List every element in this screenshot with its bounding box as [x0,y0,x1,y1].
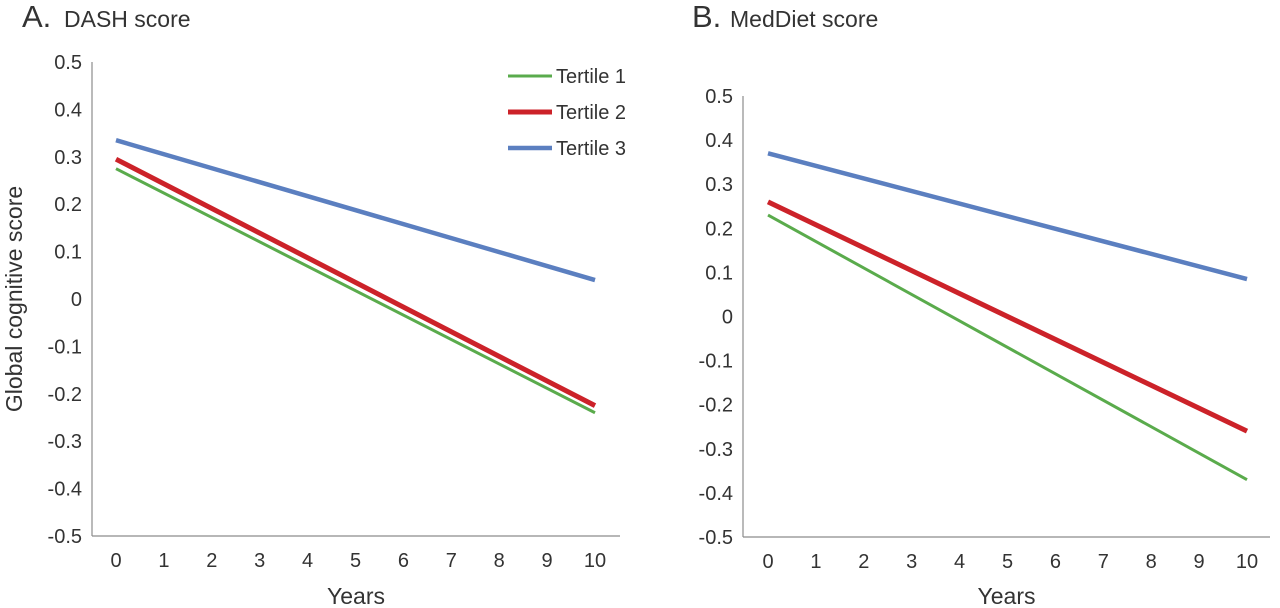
series-line-tertile-2 [766,199,1249,434]
y-tick-label: 0.1 [705,262,733,284]
y-tick-label: 0.5 [54,52,82,74]
x-tick-label: 6 [398,550,409,572]
x-tick-label: 3 [906,551,917,573]
x-tick-label: 4 [954,551,965,573]
y-tick-label: -0.4 [48,479,82,501]
x-axis-title: Years [327,583,385,608]
series-line-tertile-2 [114,156,597,408]
y-tick-label: 0 [71,289,82,311]
x-axis-title: Years [978,583,1036,608]
x-tick-label: 1 [158,550,169,572]
y-tick-label: -0.3 [699,439,733,461]
y-tick-label: -0.1 [699,351,733,373]
x-tick-label: 8 [1146,551,1157,573]
x-tick-label: 5 [1002,551,1013,573]
x-tick-label: 8 [494,550,505,572]
x-tick-label: 9 [1194,551,1205,573]
legend-label: Tertile 3 [556,138,626,160]
x-tick-label: 1 [810,551,821,573]
series-line-tertile-3 [115,138,596,283]
y-tick-label: 0.4 [705,130,733,152]
x-tick-label: 9 [542,550,553,572]
x-tick-label: 10 [1236,551,1258,573]
y-tick-label: 0.2 [54,194,82,216]
y-tick-label: -0.2 [48,384,82,406]
x-tick-label: 6 [1050,551,1061,573]
y-tick-label: -0.3 [48,431,82,453]
y-tick-label: -0.5 [699,527,733,549]
legend-label: Tertile 1 [556,66,626,88]
y-tick-label: 0.3 [705,174,733,196]
panel-letter: A. [22,0,51,34]
x-tick-label: 2 [206,550,217,572]
x-tick-label: 0 [110,550,121,572]
x-tick-label: 5 [350,550,361,572]
legend-label: Tertile 2 [556,102,626,124]
y-tick-label: 0.4 [54,99,82,121]
series-line-tertile-1 [767,213,1248,481]
y-tick-label: 0.1 [54,242,82,264]
y-tick-label: -0.4 [699,483,733,505]
panel-title: DASH score [64,6,191,32]
x-tick-label: 2 [858,551,869,573]
series-line-tertile-1 [115,167,596,415]
y-tick-label: -0.5 [48,526,82,548]
chart-panel-a: A. DASH score 0.5 0.4 0.3 0.2 0.1 0 -0.1 -0.2 -0.3… [1,0,626,608]
y-tick-label: 0.2 [705,218,733,240]
x-tick-label: 7 [446,550,457,572]
x-tick-label: 7 [1098,551,1109,573]
x-tick-label: 10 [584,550,606,572]
x-tick-label: 0 [762,551,773,573]
y-tick-label: 0.3 [54,147,82,169]
panel-letter: B. [692,0,721,34]
legend: Tertile 1 Tertile 2 Tertile 3 [508,66,626,160]
y-tick-label: -0.1 [48,336,82,358]
panel-title: MedDiet score [730,6,878,32]
y-axis-title: Global cognitive score [1,186,27,412]
chart-panel-b: B. MedDiet score 0.5 0.4 0.3 0.2 0.1 0 -0.1 -0.2 -… [692,0,1270,608]
x-tick-label: 4 [302,550,313,572]
series-line-tertile-3 [767,151,1248,282]
y-tick-label: -0.2 [699,395,733,417]
y-tick-label: 0.5 [705,86,733,108]
y-tick-label: 0 [722,307,733,329]
x-tick-label: 3 [254,550,265,572]
